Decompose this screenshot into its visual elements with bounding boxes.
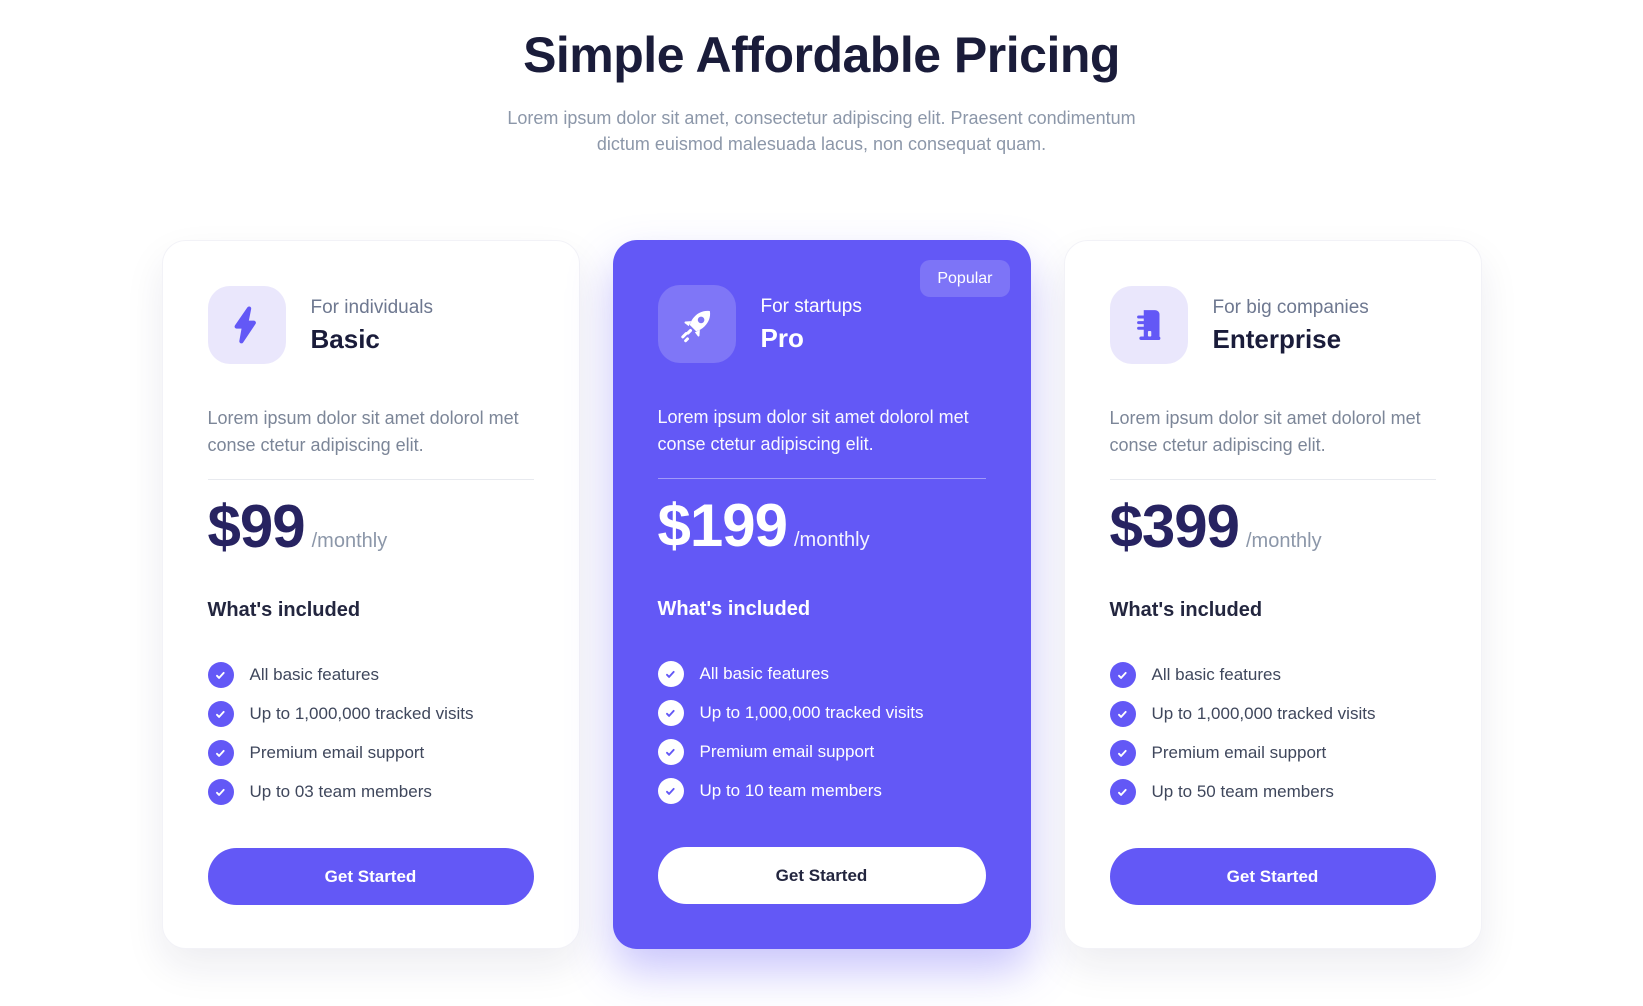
check-icon (207, 779, 234, 805)
divider (657, 478, 986, 479)
plan-header: For big companies Enterprise (1109, 286, 1436, 364)
check-icon (207, 740, 234, 766)
subtitle-line-1: Lorem ipsum dolor sit amet, consectetur … (507, 108, 1136, 128)
plan-icon-tile (657, 285, 736, 363)
feature-label: Premium email support (249, 743, 425, 762)
pricing-card-enterprise: For big companies Enterprise Lorem ipsum… (1063, 240, 1482, 949)
feature-list: All basic features Up to 1,000,000 track… (1109, 662, 1436, 805)
divider (1109, 479, 1436, 480)
check-icon (207, 662, 234, 688)
feature-label: Up to 1,000,000 tracked visits (1151, 704, 1376, 723)
plan-header: For startups Pro (657, 285, 986, 363)
plan-price: $199 (657, 492, 788, 559)
feature-label: Up to 1,000,000 tracked visits (699, 703, 924, 722)
feature-item: Up to 03 team members (207, 779, 534, 805)
plan-period: /monthly (311, 530, 388, 552)
check-icon (1109, 662, 1136, 688)
pricing-hero: Simple Affordable Pricing Lorem ipsum do… (0, 0, 1643, 157)
feature-label: Up to 50 team members (1151, 782, 1334, 801)
feature-label: Up to 10 team members (699, 781, 882, 800)
check-icon (657, 700, 684, 726)
plan-price: $99 (207, 493, 306, 560)
feature-item: Up to 1,000,000 tracked visits (207, 701, 534, 727)
feature-item: Premium email support (207, 740, 534, 766)
plan-name: Basic (310, 323, 380, 354)
plan-description: Lorem ipsum dolor sit amet dolorol met c… (1109, 408, 1421, 455)
feature-item: All basic features (657, 661, 986, 687)
check-icon (657, 739, 684, 765)
plan-title-block: For individuals Basic (311, 296, 434, 355)
subtitle-line-2: dictum euismod malesuada lacus, non cons… (596, 134, 1047, 154)
rocket-icon (680, 310, 710, 343)
feature-item: All basic features (1109, 662, 1436, 688)
plan-period: /monthly (793, 529, 870, 551)
lightning-bolt-icon (234, 306, 256, 344)
feature-item: Up to 10 team members (657, 778, 986, 804)
plan-icon-tile (207, 286, 286, 364)
plan-price: $399 (1109, 493, 1240, 560)
pricing-card-basic: For individuals Basic Lorem ipsum dolor … (161, 240, 580, 949)
plan-audience: For startups (760, 295, 862, 317)
building-icon (1136, 310, 1160, 341)
plan-audience: For individuals (310, 296, 434, 318)
page-subtitle: Lorem ipsum dolor sit amet, consectetur … (0, 105, 1643, 157)
feature-label: All basic features (699, 664, 829, 683)
feature-item: Premium email support (657, 739, 986, 765)
feature-item: All basic features (207, 662, 534, 688)
plan-description: Lorem ipsum dolor sit amet dolorol met c… (207, 408, 519, 455)
plan-header: For individuals Basic (207, 286, 534, 364)
plan-icon-tile (1109, 286, 1188, 364)
feature-label: Premium email support (699, 742, 875, 761)
check-icon (657, 661, 684, 687)
plan-name: Pro (760, 322, 804, 353)
get-started-button-enterprise[interactable]: Get Started (1109, 848, 1436, 905)
included-heading: What's included (657, 598, 811, 620)
price-row: $399 /monthly (1110, 497, 1436, 557)
included-heading: What's included (1109, 599, 1263, 621)
plan-title-block: For big companies Enterprise (1213, 296, 1369, 355)
get-started-button-pro[interactable]: Get Started (657, 847, 986, 904)
feature-item: Up to 1,000,000 tracked visits (1109, 701, 1436, 727)
feature-item: Up to 1,000,000 tracked visits (657, 700, 986, 726)
feature-label: Up to 03 team members (249, 782, 432, 801)
feature-item: Premium email support (1109, 740, 1436, 766)
feature-label: All basic features (249, 665, 379, 684)
price-row: $99 /monthly (208, 497, 534, 557)
check-icon (1109, 740, 1136, 766)
get-started-button-basic[interactable]: Get Started (207, 848, 534, 905)
feature-list: All basic features Up to 1,000,000 track… (657, 661, 986, 804)
divider (207, 479, 534, 480)
feature-list: All basic features Up to 1,000,000 track… (207, 662, 534, 805)
check-icon (207, 701, 234, 727)
plan-name: Enterprise (1212, 323, 1342, 354)
feature-item: Up to 50 team members (1109, 779, 1436, 805)
feature-label: Up to 1,000,000 tracked visits (249, 704, 474, 723)
check-icon (1109, 701, 1136, 727)
popular-badge: Popular (920, 260, 1010, 297)
check-icon (657, 778, 684, 804)
pricing-cards: For individuals Basic Lorem ipsum dolor … (0, 240, 1643, 949)
included-heading: What's included (207, 599, 361, 621)
check-icon (1109, 779, 1136, 805)
plan-title-block: For startups Pro (761, 295, 862, 354)
price-row: $199 /monthly (658, 496, 986, 556)
plan-period: /monthly (1245, 530, 1322, 552)
plan-description: Lorem ipsum dolor sit amet dolorol met c… (657, 407, 969, 454)
page-title: Simple Affordable Pricing (523, 27, 1120, 83)
pricing-card-pro: Popular For startups Pro (612, 240, 1031, 949)
feature-label: All basic features (1151, 665, 1281, 684)
feature-label: Premium email support (1151, 743, 1327, 762)
plan-audience: For big companies (1212, 296, 1369, 318)
